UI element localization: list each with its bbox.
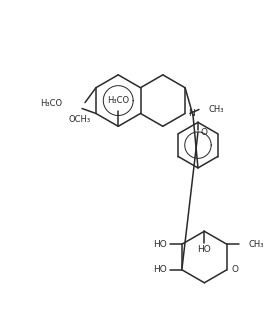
Text: OCH₃: OCH₃: [68, 115, 90, 124]
Text: N: N: [188, 109, 195, 118]
Text: HO: HO: [153, 240, 167, 249]
Text: H₃CO: H₃CO: [40, 99, 62, 108]
Text: HO: HO: [153, 266, 167, 274]
Text: HO: HO: [197, 245, 211, 254]
Text: O: O: [232, 266, 239, 274]
Text: O: O: [201, 128, 208, 137]
Text: CH₃: CH₃: [248, 240, 264, 249]
Text: CH₃: CH₃: [209, 105, 224, 114]
Text: H₃CO: H₃CO: [107, 95, 129, 105]
